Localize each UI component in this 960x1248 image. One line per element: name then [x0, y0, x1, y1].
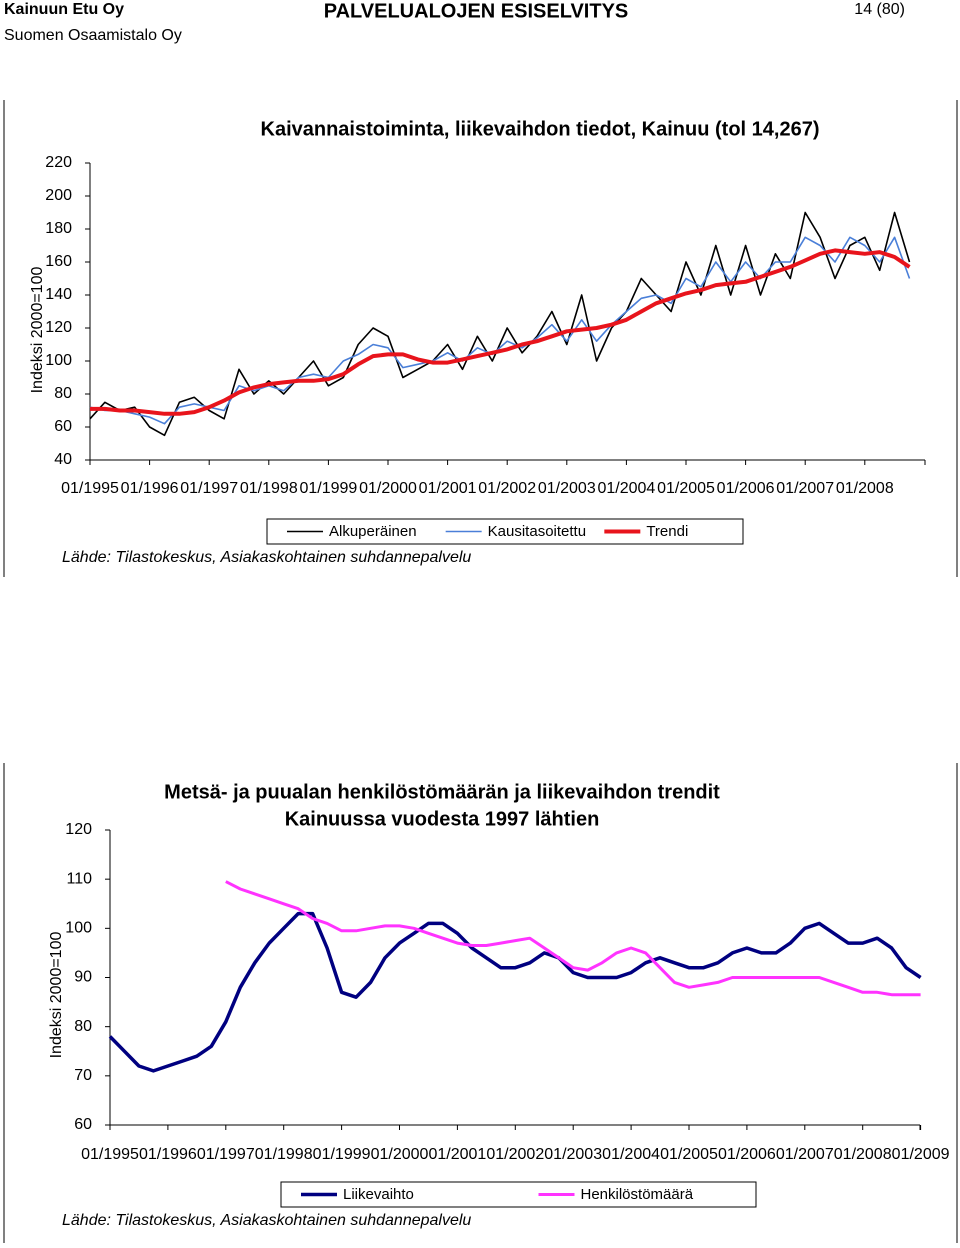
legend-label: Liikevaihto: [343, 1186, 414, 1203]
y-tick-label: 80: [74, 1018, 92, 1035]
y-tick-label: 120: [65, 821, 92, 838]
y-tick-label: 100: [45, 352, 72, 369]
x-tick-label: 01/1996: [139, 1146, 197, 1163]
y-tick-label: 220: [45, 154, 72, 171]
series-line: [89, 211, 911, 437]
x-tick-label: 01/1995: [81, 1146, 139, 1163]
legend-label: Henkilöstömäärä: [581, 1186, 694, 1203]
x-tick-label: 01/1997: [180, 480, 238, 497]
y-tick-label: 100: [65, 920, 92, 937]
chart-title: Kaivannaistoiminta, liikevaihdon tiedot,…: [261, 118, 820, 140]
x-tick-label: 01/2006: [717, 480, 775, 497]
x-tick-label: 01/2005: [660, 1146, 718, 1163]
series-line: [89, 236, 911, 425]
y-tick-label: 80: [54, 385, 72, 402]
x-tick-label: 01/2000: [359, 480, 417, 497]
x-tick-label: 01/2002: [478, 480, 536, 497]
x-tick-label: 01/2008: [836, 480, 894, 497]
y-tick-label: 60: [54, 418, 72, 435]
chart-subtitle: Kainuussa vuodesta 1997 lähtien: [285, 808, 600, 830]
x-tick-label: 01/2008: [834, 1146, 892, 1163]
y-tick-label: 120: [45, 319, 72, 336]
x-tick-label: 01/2004: [602, 1146, 660, 1163]
x-tick-label: 01/2003: [538, 480, 596, 497]
x-tick-label: 01/1996: [121, 480, 179, 497]
x-tick-label: 01/2006: [718, 1146, 776, 1163]
legend: [266, 518, 744, 545]
y-tick-label: 140: [45, 286, 72, 303]
x-tick-label: 01/1997: [197, 1146, 255, 1163]
x-tick-label: 01/2001: [428, 1146, 486, 1163]
y-tick-label: 160: [45, 253, 72, 270]
y-axis-label: Indeksi 2000=100: [48, 932, 65, 1059]
x-tick-label: 01/2004: [597, 480, 655, 497]
y-tick-label: 110: [66, 870, 92, 887]
series-line: [225, 880, 921, 997]
x-tick-label: 01/2003: [544, 1146, 602, 1163]
y-tick-label: 180: [45, 220, 72, 237]
legend-label: Trendi: [646, 523, 688, 540]
x-tick-label: 01/2005: [657, 480, 715, 497]
y-tick-label: 70: [74, 1067, 92, 1084]
y-tick-label: 40: [54, 451, 72, 468]
doc-title: PALVELUALOJEN ESISELVITYS: [324, 0, 629, 22]
y-tick-label: 60: [74, 1116, 92, 1133]
source: Lähde: Tilastokeskus, Asiakaskohtainen s…: [62, 1212, 471, 1229]
x-tick-label: 01/1999: [299, 480, 357, 497]
x-tick-label: 01/1999: [313, 1146, 371, 1163]
x-tick-label: 01/1998: [255, 1146, 313, 1163]
series-line: [90, 248, 911, 416]
chart-title: Metsä- ja puualan henkilöstömäärän ja li…: [164, 781, 720, 803]
org: Suomen Osaamistalo Oy: [4, 27, 182, 44]
x-tick-label: 01/2000: [371, 1146, 429, 1163]
y-tick-label: 90: [74, 969, 92, 986]
x-tick-label: 01/2007: [776, 480, 834, 497]
x-tick-label: 01/2009: [892, 1146, 950, 1163]
page-number: 14 (80): [854, 1, 905, 18]
series-line: [108, 911, 922, 1073]
y-tick-label: 200: [45, 187, 72, 204]
legend-label: Alkuperäinen: [329, 523, 417, 540]
x-tick-label: 01/2001: [419, 480, 477, 497]
legend: [280, 1181, 757, 1208]
company: Kainuun Etu Oy: [4, 1, 124, 18]
x-tick-label: 01/2002: [486, 1146, 544, 1163]
legend-label: Kausitasoitettu: [488, 523, 586, 540]
y-axis-label: Indeksi 2000=100: [29, 267, 46, 394]
x-tick-label: 01/1995: [61, 480, 119, 497]
source: Lähde: Tilastokeskus, Asiakaskohtainen s…: [62, 549, 471, 566]
x-tick-label: 01/1998: [240, 480, 298, 497]
x-tick-label: 01/2007: [776, 1146, 834, 1163]
